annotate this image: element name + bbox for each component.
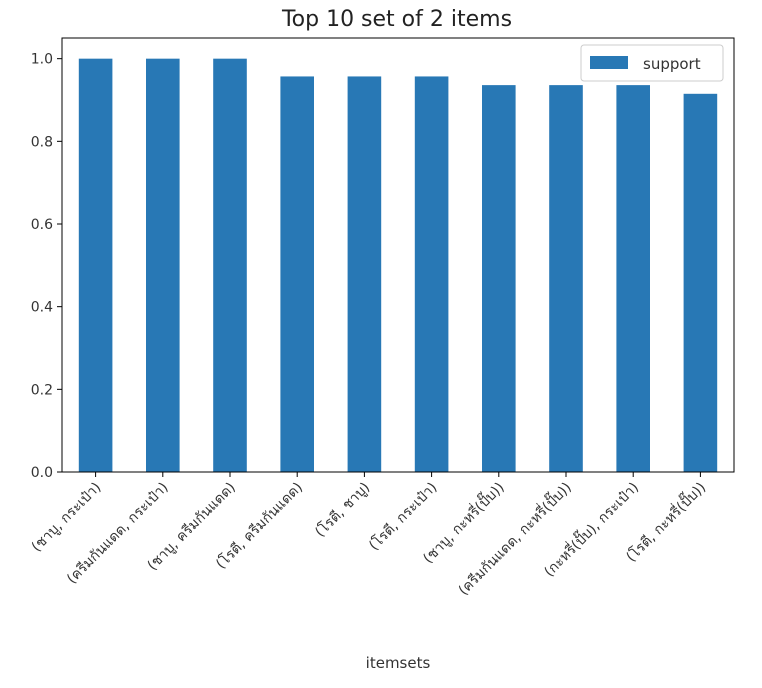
x-tick-label-5: (โรตี, ชาบู) <box>312 479 374 541</box>
bar-6 <box>414 76 449 472</box>
x-tick-label-8: (ครีมกันแดด, กะหรี่(ปั๊บ)) <box>453 477 574 598</box>
bar-10 <box>683 93 718 473</box>
bars-layer <box>78 58 718 473</box>
bar-1 <box>78 58 113 473</box>
legend-label-support: support <box>643 55 701 73</box>
bar-8 <box>549 85 583 473</box>
bar-2 <box>146 58 180 473</box>
bar-5 <box>347 76 382 472</box>
x-axis: (ชาบู, กระเป๋า)(ครีมกันแดด, กระเป๋า)(ชาบ… <box>29 472 709 599</box>
legend-box <box>580 44 724 82</box>
bar-4 <box>280 76 314 472</box>
x-axis-label: itemsets <box>366 654 431 672</box>
y-axis: 0.0 0.2 0.4 0.6 0.8 1.0 <box>31 52 62 481</box>
x-tick-label-1: (ชาบู, กระเป๋า) <box>29 480 105 556</box>
y-tick-label-6: 1.0 <box>31 52 53 68</box>
bar-9 <box>616 85 650 473</box>
bar-7 <box>482 85 516 473</box>
y-tick-label-1: 0.0 <box>31 465 53 481</box>
x-tick-label-6: (โรตี, กระเป๋า) <box>365 479 440 554</box>
y-tick-label-4: 0.6 <box>31 217 53 233</box>
bar-3 <box>213 58 247 473</box>
y-tick-label-3: 0.4 <box>31 300 53 316</box>
plot-frame <box>61 37 735 473</box>
legend: support <box>580 44 724 82</box>
y-tick-label-2: 0.2 <box>31 382 53 398</box>
chart-title: Top 10 set of 2 items <box>281 7 512 32</box>
legend-swatch-support <box>590 56 628 69</box>
y-tick-label-5: 0.8 <box>31 134 53 150</box>
